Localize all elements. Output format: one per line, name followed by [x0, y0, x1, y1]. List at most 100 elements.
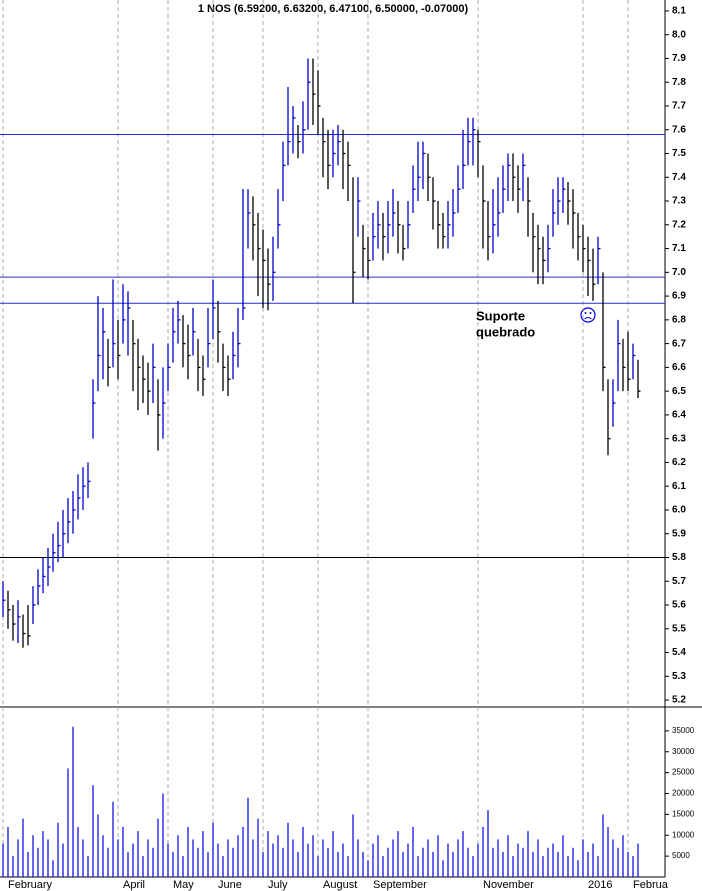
y-tick-label: 35000 — [672, 726, 695, 735]
volume-bar — [327, 847, 329, 877]
volume-bar — [397, 831, 399, 877]
volume-bar — [127, 851, 129, 877]
annotation: quebrado — [476, 324, 535, 339]
volume-bar — [537, 839, 539, 877]
volume-bar — [162, 793, 164, 877]
volume-bar — [322, 839, 324, 877]
volume-bar — [337, 851, 339, 877]
volume-bar — [157, 818, 159, 877]
volume-bar — [22, 818, 24, 877]
y-tick-label: 10000 — [672, 830, 695, 839]
volume-bar — [497, 839, 499, 877]
volume-bar — [432, 851, 434, 877]
volume-bar — [442, 860, 444, 877]
volume-bar — [462, 831, 464, 877]
volume-bar — [512, 856, 514, 877]
volume-bar — [597, 856, 599, 877]
y-tick-label: 6.6 — [672, 362, 686, 373]
volume-bar — [42, 831, 44, 877]
volume-bar — [62, 843, 64, 877]
x-tick-label: July — [268, 879, 288, 891]
y-tick-label: 25000 — [672, 768, 695, 777]
y-tick-label: 7.0 — [672, 267, 686, 278]
volume-bar — [387, 847, 389, 877]
volume-bar — [267, 831, 269, 877]
x-tick-label: May — [173, 879, 194, 891]
y-tick-label: 6.3 — [672, 433, 686, 444]
volume-bar — [102, 835, 104, 877]
x-tick-label: February — [8, 879, 53, 891]
volume-bar — [477, 843, 479, 877]
volume-bar — [252, 839, 254, 877]
volume-bar — [97, 814, 99, 877]
volume-bar — [542, 856, 544, 877]
volume-bar — [422, 847, 424, 877]
y-tick-label: 6.4 — [672, 410, 686, 421]
volume-bar — [472, 856, 474, 877]
volume-bar — [147, 839, 149, 877]
volume-bar — [27, 851, 29, 877]
volume-bar — [137, 831, 139, 877]
volume-bar — [617, 847, 619, 877]
y-tick-label: 6.8 — [672, 314, 686, 325]
volume-bar — [332, 831, 334, 877]
volume-bar — [317, 856, 319, 877]
volume-bar — [622, 835, 624, 877]
y-tick-label: 5000 — [672, 851, 690, 860]
volume-bar — [112, 801, 114, 877]
volume-bar — [492, 847, 494, 877]
x-tick-label: September — [373, 879, 427, 891]
volume-bar — [532, 851, 534, 877]
volume-bar — [197, 847, 199, 877]
volume-bar — [72, 726, 74, 877]
volume-bar — [312, 835, 314, 877]
volume-bar — [527, 831, 529, 877]
y-tick-label: 8.1 — [672, 6, 686, 17]
y-tick-label: 5.3 — [672, 671, 686, 682]
y-tick-label: 30000 — [672, 747, 695, 756]
volume-bar — [582, 839, 584, 877]
volume-bar — [447, 843, 449, 877]
volume-bar — [417, 856, 419, 877]
y-tick-label: 7.6 — [672, 124, 686, 135]
volume-bar — [427, 839, 429, 877]
volume-bar — [122, 826, 124, 877]
y-tick-label: 7.5 — [672, 148, 686, 159]
y-tick-label: 7.4 — [672, 172, 686, 183]
y-tick-label: 6.1 — [672, 481, 686, 492]
volume-bar — [372, 843, 374, 877]
volume-bar — [607, 826, 609, 877]
volume-bar — [177, 835, 179, 877]
volume-bar — [237, 835, 239, 877]
volume-bar — [592, 843, 594, 877]
volume-bar — [572, 847, 574, 877]
volume-bar — [382, 856, 384, 877]
volume-bar — [192, 839, 194, 877]
y-tick-label: 5.6 — [672, 600, 686, 611]
volume-bar — [182, 856, 184, 877]
volume-bar — [212, 822, 214, 877]
volume-bar — [232, 847, 234, 877]
volume-bar — [612, 839, 614, 877]
y-tick-label: 6.2 — [672, 457, 686, 468]
y-tick-label: 5.4 — [672, 647, 686, 658]
volume-bar — [342, 843, 344, 877]
volume-bar — [522, 847, 524, 877]
volume-bar — [167, 843, 169, 877]
annotation: Suporte — [476, 308, 525, 323]
volume-bar — [557, 851, 559, 877]
volume-bar — [517, 843, 519, 877]
y-tick-label: 6.9 — [672, 291, 686, 302]
y-tick-label: 5.7 — [672, 576, 686, 587]
volume-bar — [292, 839, 294, 877]
volume-bar — [347, 856, 349, 877]
y-tick-label: 5.9 — [672, 528, 686, 539]
volume-bar — [277, 835, 279, 877]
chart-title: 1 NOS (6.59200, 6.63200, 6.47100, 6.5000… — [198, 3, 469, 15]
volume-bar — [377, 835, 379, 877]
volume-bar — [627, 851, 629, 877]
y-tick-label: 6.5 — [672, 386, 686, 397]
volume-bar — [7, 826, 9, 877]
volume-bar — [152, 847, 154, 877]
